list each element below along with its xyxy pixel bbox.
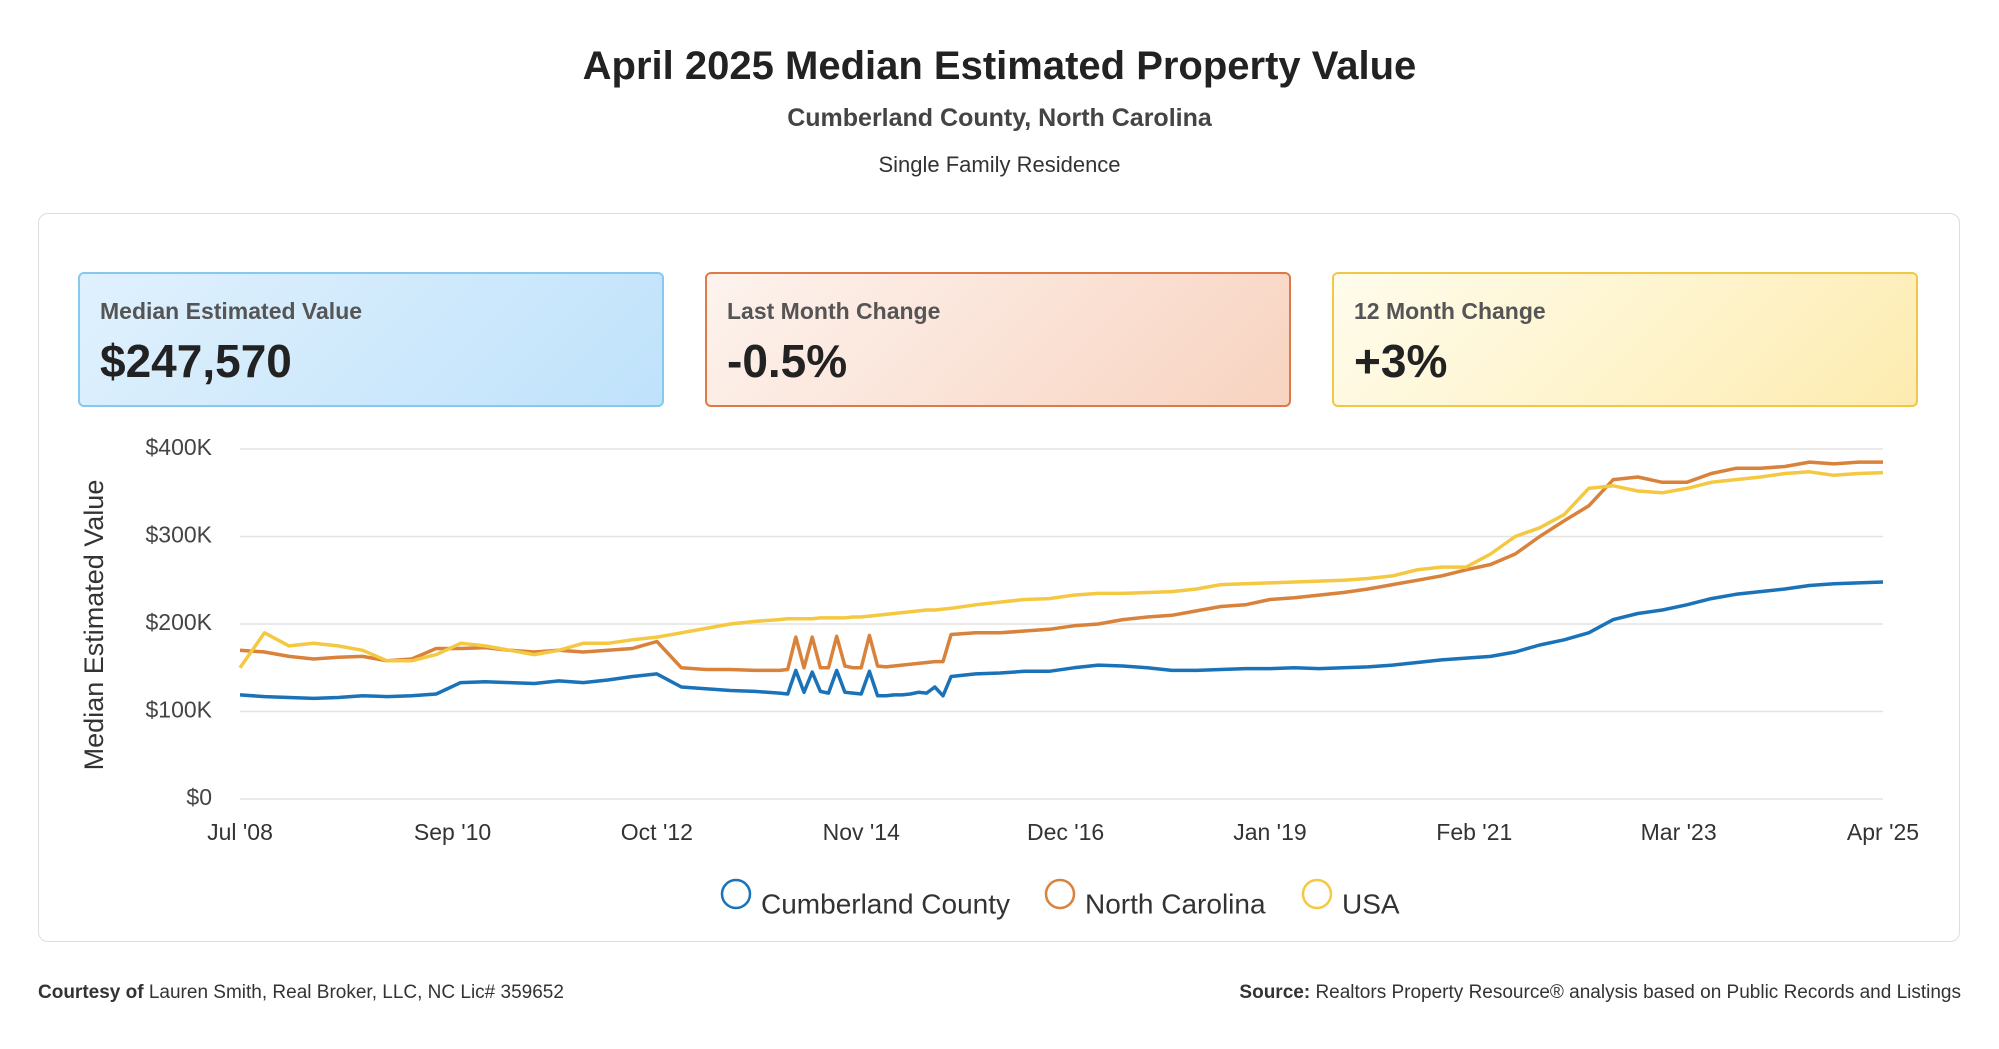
courtesy-text: Lauren Smith, Real Broker, LLC, NC Lic# … (148, 982, 564, 1003)
series-line (239, 580, 1884, 701)
kpi-label: 12 Month Change (1354, 298, 1546, 324)
x-tick-label: Apr '25 (1847, 819, 1919, 845)
kpi-value: +3% (1354, 335, 1448, 387)
kpi-label: Last Month Change (727, 298, 941, 324)
source-text: Realtors Property Resource® analysis bas… (1315, 982, 1961, 1003)
courtesy-label: Courtesy of (38, 982, 144, 1003)
kpi-card: 12 Month Change +3% (1332, 272, 1918, 407)
kpi-label: Median Estimated Value (100, 298, 363, 324)
chart: Median Estimated Value $0 $100K $200K $300K… (79, 434, 1919, 919)
x-tick-label: Nov '14 (823, 819, 900, 845)
courtesy: Courtesy of Lauren Smith, Real Broker, L… (38, 982, 564, 1004)
source: Source: Realtors Property Resource® anal… (1239, 982, 1961, 1004)
kpi-value: -0.5% (727, 335, 848, 387)
panel (38, 213, 1960, 942)
y-tick-label: $0 (186, 784, 212, 810)
x-tick-label: Oct '12 (621, 819, 693, 845)
legend-label: Cumberland County (761, 888, 1010, 919)
y-tick-label: $400K (145, 434, 212, 460)
x-tick-label: Sep '10 (414, 819, 491, 845)
title: April 2025 Median Estimated Property Val… (582, 44, 1417, 88)
legend-marker (1044, 878, 1076, 910)
y-tick-label: $100K (145, 697, 212, 723)
x-tick-label: Jan '19 (1233, 819, 1306, 845)
legend-marker (1301, 878, 1333, 910)
series-line (239, 460, 1883, 673)
y-tick-label: $200K (145, 609, 212, 635)
legend-label: USA (1342, 888, 1400, 919)
x-tick-label: Jul '08 (207, 819, 273, 845)
series-line (238, 470, 1884, 669)
subtitle: Cumberland County, North Carolina (787, 104, 1212, 132)
x-tick-label: Dec '16 (1027, 819, 1104, 845)
y-tick-label: $300K (145, 522, 212, 548)
kpi-card: Last Month Change -0.5% (705, 272, 1291, 407)
y-axis-label: Median Estimated Value (79, 480, 109, 771)
legend-label: North Carolina (1085, 888, 1266, 919)
kpi-card: Median Estimated Value $247,570 (78, 272, 664, 407)
x-tick-label: Feb '21 (1436, 819, 1512, 845)
source-label: Source: (1239, 982, 1311, 1003)
property-type: Single Family Residence (878, 152, 1121, 177)
x-tick-label: Mar '23 (1641, 819, 1717, 845)
legend-marker (720, 878, 752, 910)
kpi-value: $247,570 (100, 335, 292, 387)
